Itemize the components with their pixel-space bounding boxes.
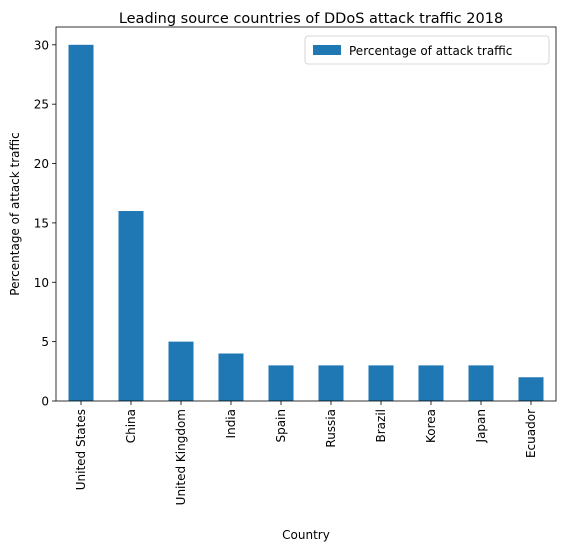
y-tick-label: 20 xyxy=(34,157,49,171)
y-tick-label: 10 xyxy=(34,276,49,290)
bar xyxy=(168,341,194,401)
y-tick-label: 0 xyxy=(41,395,49,409)
legend-frame xyxy=(304,35,550,65)
plot-frame xyxy=(55,26,557,402)
bar xyxy=(118,211,144,401)
legend: Percentage of attack traffic xyxy=(304,35,550,65)
y-tick-label: 15 xyxy=(34,216,49,230)
x-tick-label: Ecuador xyxy=(524,409,538,458)
x-tick-label: Brazil xyxy=(374,409,388,443)
bar xyxy=(68,44,94,402)
bar xyxy=(368,365,394,401)
y-tick-label: 25 xyxy=(34,98,49,112)
y-axis-label: Percentage of attack traffic xyxy=(8,132,22,295)
bar xyxy=(418,365,444,401)
y-tick-label: 5 xyxy=(41,335,49,349)
x-tick-label: Japan xyxy=(474,409,488,443)
x-axis-label: Country xyxy=(282,528,330,542)
legend-label: Percentage of attack traffic xyxy=(349,44,512,58)
x-tick-label: Korea xyxy=(424,409,438,443)
x-tick-label: China xyxy=(124,409,138,443)
bar xyxy=(468,365,494,401)
bars-group xyxy=(68,44,544,402)
x-tick-label: Russia xyxy=(324,409,338,448)
chart-title: Leading source countries of DDoS attack … xyxy=(119,11,503,27)
x-tick-label: Spain xyxy=(274,409,288,443)
legend-swatch xyxy=(313,45,341,55)
x-tick-label: United Kingdom xyxy=(174,409,188,505)
y-tick-label: 30 xyxy=(34,38,49,52)
x-axis: United States China United Kingdom India Spa… xyxy=(74,401,538,505)
x-tick-label: India xyxy=(224,409,238,438)
bar xyxy=(268,365,294,401)
bar xyxy=(218,353,244,401)
y-axis: 0 5 10 15 20 25 30 xyxy=(34,38,56,409)
bar xyxy=(318,365,344,401)
x-tick-label: United States xyxy=(74,409,88,490)
bar xyxy=(518,377,544,401)
